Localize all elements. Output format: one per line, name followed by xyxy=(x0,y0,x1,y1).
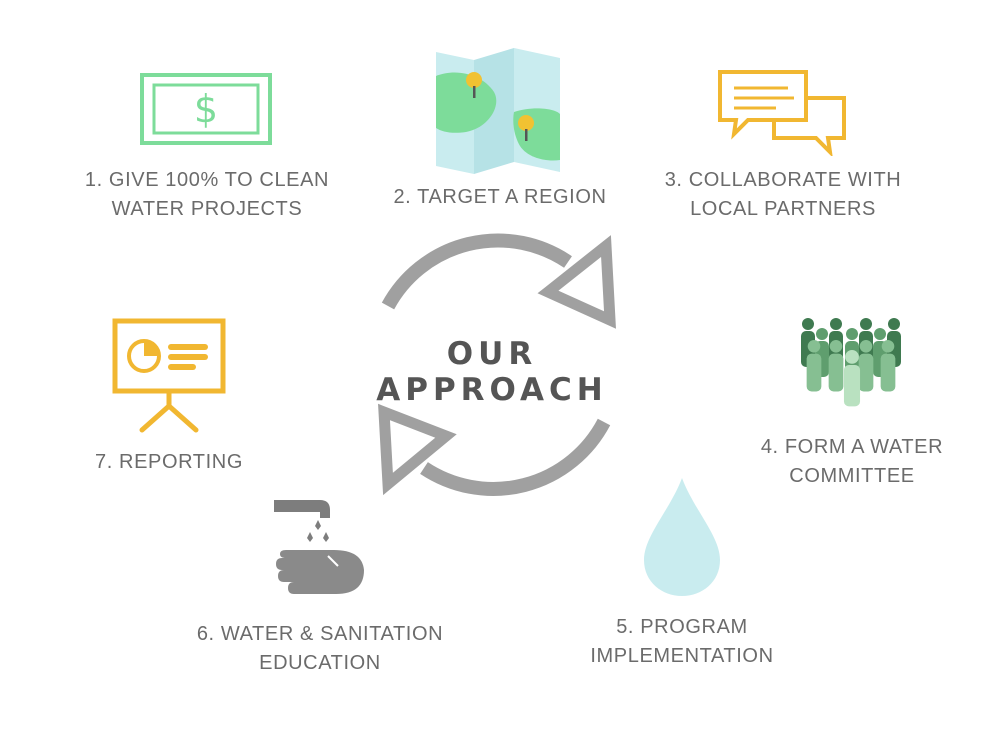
presentation-board-icon xyxy=(112,318,226,433)
step-1-label: 1. GIVE 100% TO CLEAN WATER PROJECTS xyxy=(84,169,330,220)
svg-text:$: $ xyxy=(194,87,218,131)
step-3-label: 3. COLLABORATE WITH LOCAL PARTNERS xyxy=(664,169,902,220)
water-drop-icon xyxy=(644,478,720,596)
person-figure xyxy=(843,350,861,407)
diagram-title: OUR APPROACH xyxy=(376,336,608,408)
person-figure xyxy=(880,340,896,392)
person-figure xyxy=(858,340,874,392)
map-icon xyxy=(436,48,560,174)
person-figure xyxy=(828,340,844,392)
top-cycle-arrow xyxy=(381,233,572,310)
person-figure xyxy=(806,340,822,392)
step-7-label: 7. REPORTING xyxy=(95,451,243,473)
people-group-icon xyxy=(801,318,901,407)
step-5-label: 5. PROGRAM IMPLEMENTATION xyxy=(590,616,774,667)
bottom-cycle-arrow xyxy=(420,418,611,496)
dollar-bill-icon: $ xyxy=(140,73,272,145)
top-arrowhead xyxy=(537,235,616,329)
speech-bubbles-icon xyxy=(718,70,846,156)
step-4-label: 4. FORM A WATER COMMITTEE xyxy=(760,436,944,487)
hand-washing-icon xyxy=(274,500,364,594)
step-2-label: 2. TARGET A REGION xyxy=(393,186,607,208)
bottom-arrowhead xyxy=(378,403,457,496)
step-6-label: 6. WATER & SANITATION EDUCATION xyxy=(196,623,444,674)
